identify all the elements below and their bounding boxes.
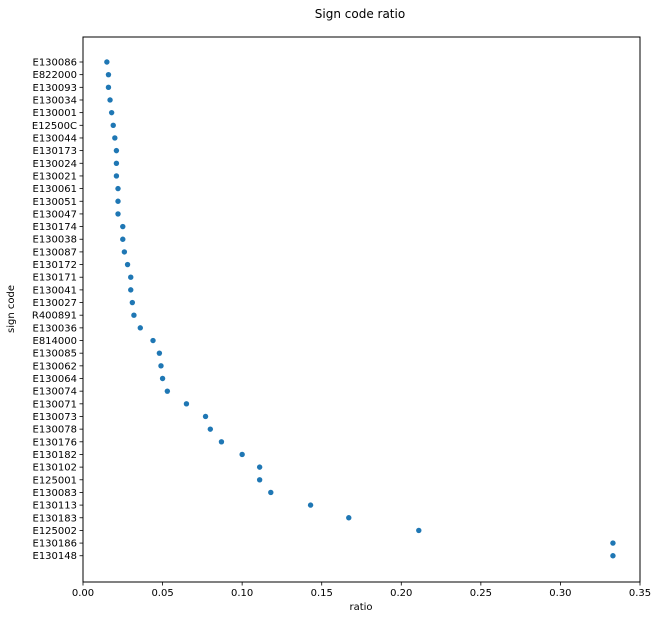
data-point bbox=[131, 312, 137, 318]
data-point bbox=[610, 540, 616, 546]
data-point bbox=[120, 223, 126, 230]
data-point bbox=[256, 477, 263, 483]
data-point bbox=[156, 350, 163, 356]
x-axis: 0.00 0.05 0.10 0.15 0.20 0.25 0.30 0.35 bbox=[72, 582, 651, 599]
y-tick-label: E130174 bbox=[33, 222, 78, 233]
y-tick-label: E130171 bbox=[33, 273, 78, 284]
y-tick-label: E130102 bbox=[33, 463, 78, 474]
y-tick-label: E130186 bbox=[33, 539, 78, 550]
y-tick-label: E822000 bbox=[33, 70, 78, 81]
y-tick-label: E130172 bbox=[33, 260, 78, 271]
chart-title: Sign code ratio bbox=[315, 7, 405, 21]
data-point bbox=[268, 489, 274, 496]
y-tick-label: E125001 bbox=[33, 475, 78, 486]
data-point bbox=[124, 261, 131, 268]
data-point bbox=[150, 337, 156, 344]
y-tick-label: E130044 bbox=[33, 133, 78, 144]
data-point bbox=[108, 109, 115, 116]
data-point bbox=[207, 426, 214, 432]
data-point bbox=[120, 236, 126, 242]
y-tick-label: E130051 bbox=[33, 197, 78, 208]
x-tick-label: 0.35 bbox=[629, 588, 651, 599]
y-tick-label: E130038 bbox=[33, 235, 78, 246]
data-point bbox=[115, 198, 121, 204]
y-tick-label: E130024 bbox=[33, 159, 78, 170]
x-tick-label: 0.00 bbox=[72, 588, 94, 599]
data-point bbox=[218, 439, 225, 445]
y-tick-label: E130086 bbox=[33, 58, 78, 69]
data-point bbox=[164, 388, 171, 394]
y-tick-label: E130047 bbox=[33, 209, 78, 220]
y-tick-label: E130001 bbox=[33, 108, 78, 119]
data-point bbox=[104, 59, 110, 65]
x-tick-label: 0.25 bbox=[470, 588, 492, 599]
y-axis-label: sign code bbox=[6, 285, 17, 333]
y-tick-label: E130034 bbox=[33, 95, 78, 106]
y-tick-label: E130173 bbox=[33, 146, 78, 157]
data-points bbox=[104, 59, 616, 559]
y-tick-label: R400891 bbox=[32, 311, 77, 322]
y-tick-label: E814000 bbox=[33, 336, 78, 347]
y-tick-label: E130021 bbox=[33, 171, 78, 182]
data-point bbox=[346, 515, 352, 521]
x-tick-label: 0.15 bbox=[311, 588, 333, 599]
x-tick-label: 0.05 bbox=[151, 588, 173, 599]
plot-area bbox=[82, 36, 641, 583]
y-tick-label: E130061 bbox=[33, 184, 78, 195]
y-tick-label: E130182 bbox=[33, 450, 78, 461]
data-point bbox=[183, 401, 190, 407]
y-tick-label: E12500C bbox=[32, 121, 77, 132]
y-tick-label: E130083 bbox=[33, 488, 78, 499]
y-tick-label: E130078 bbox=[33, 425, 78, 436]
data-point bbox=[239, 451, 245, 458]
data-point bbox=[202, 413, 209, 420]
x-tick-label: 0.20 bbox=[390, 588, 412, 599]
y-tick-label: E130183 bbox=[33, 513, 78, 524]
data-point bbox=[113, 160, 120, 166]
y-tick-label: E125002 bbox=[33, 526, 78, 537]
y-tick-label: E130041 bbox=[33, 285, 78, 296]
x-tick-label: 0.30 bbox=[549, 588, 571, 599]
data-point bbox=[610, 553, 616, 559]
y-tick-label: E130113 bbox=[33, 501, 78, 512]
y-tick-label: E130071 bbox=[33, 399, 78, 410]
y-tick-label: E130074 bbox=[33, 387, 78, 398]
data-point bbox=[115, 211, 121, 217]
data-point bbox=[159, 375, 166, 382]
y-tick-label: E130093 bbox=[33, 83, 78, 94]
y-tick-label: E130087 bbox=[33, 247, 78, 258]
y-tick-label: E130062 bbox=[33, 361, 78, 372]
y-tick-label: E130073 bbox=[33, 412, 78, 423]
data-point bbox=[113, 173, 120, 179]
data-point bbox=[121, 249, 128, 255]
data-point bbox=[115, 185, 121, 192]
data-point bbox=[158, 363, 164, 369]
data-point bbox=[107, 97, 113, 103]
data-point bbox=[137, 325, 143, 331]
x-axis-label: ratio bbox=[349, 602, 372, 613]
data-point bbox=[105, 84, 112, 91]
data-point bbox=[128, 274, 134, 280]
y-tick-label: E130148 bbox=[33, 551, 78, 562]
data-point bbox=[110, 122, 116, 128]
data-point bbox=[128, 287, 134, 293]
data-point bbox=[256, 464, 263, 470]
data-point bbox=[129, 299, 136, 306]
data-point bbox=[113, 147, 120, 154]
y-tick-label: E130085 bbox=[33, 349, 78, 360]
data-point bbox=[105, 71, 112, 78]
y-tick-label: E130064 bbox=[33, 374, 78, 385]
data-point bbox=[416, 527, 422, 534]
data-point bbox=[307, 502, 314, 508]
x-tick-label: 0.10 bbox=[231, 588, 253, 599]
y-tick-label: E130176 bbox=[33, 437, 78, 448]
data-point bbox=[112, 135, 118, 141]
y-tick-label: E130036 bbox=[33, 323, 78, 334]
y-tick-label: E130027 bbox=[33, 298, 78, 309]
